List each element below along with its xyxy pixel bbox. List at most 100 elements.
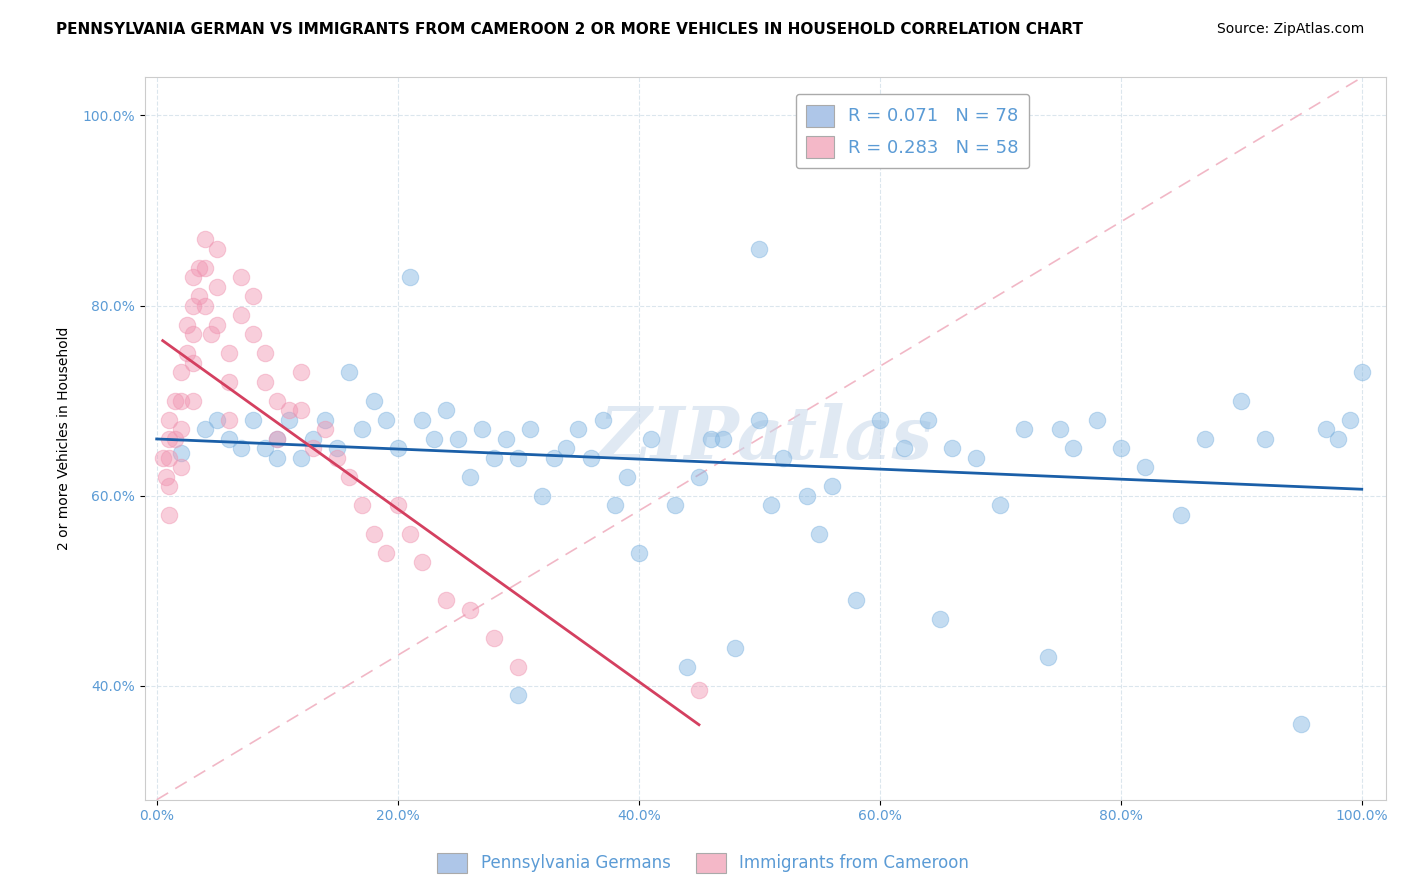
Point (350, 498, 373, 512)
Point (616, 469, 638, 483)
Point (181, 326, 204, 341)
Point (326, 450, 349, 465)
Point (350, 422, 373, 436)
Point (205, 242, 228, 256)
Point (411, 555, 433, 569)
Point (290, 450, 312, 465)
Point (157, 479, 180, 493)
Point (724, 640, 747, 655)
Point (290, 403, 312, 417)
Point (218, 432, 240, 446)
Point (1014, 422, 1036, 436)
Point (531, 489, 554, 503)
Point (339, 469, 361, 483)
Point (194, 422, 217, 436)
Point (917, 412, 939, 426)
Point (181, 393, 204, 408)
Point (278, 412, 301, 426)
Point (170, 460, 193, 475)
Point (205, 279, 228, 293)
Point (627, 546, 650, 560)
Point (242, 326, 264, 341)
Point (482, 450, 505, 465)
Point (458, 602, 481, 616)
Point (254, 441, 277, 455)
Point (218, 412, 240, 426)
Point (163, 393, 186, 408)
Point (555, 441, 578, 455)
Point (339, 365, 361, 379)
Point (218, 375, 240, 389)
Point (229, 270, 252, 285)
Point (471, 422, 494, 436)
Point (808, 526, 831, 541)
Point (1170, 508, 1192, 522)
Point (434, 593, 457, 607)
Point (1085, 412, 1108, 426)
Point (242, 412, 264, 426)
Point (170, 393, 193, 408)
Point (1254, 432, 1277, 446)
Point (761, 498, 783, 512)
Point (157, 412, 180, 426)
Text: Source: ZipAtlas.com: Source: ZipAtlas.com (1216, 22, 1364, 37)
Point (1339, 412, 1361, 426)
Point (1351, 365, 1374, 379)
Point (266, 432, 288, 446)
Point (152, 450, 174, 465)
Point (205, 318, 228, 332)
Point (1133, 460, 1156, 475)
Point (519, 422, 541, 436)
Point (290, 365, 312, 379)
Legend: R = 0.071   N = 78, R = 0.283   N = 58: R = 0.071 N = 78, R = 0.283 N = 58 (796, 94, 1029, 169)
Point (254, 346, 277, 360)
Point (796, 489, 818, 503)
Point (398, 270, 420, 285)
Point (194, 232, 217, 246)
Point (1049, 422, 1071, 436)
Point (200, 326, 222, 341)
Point (302, 432, 325, 446)
Point (326, 441, 349, 455)
Point (314, 412, 336, 426)
Point (603, 498, 626, 512)
Point (893, 441, 915, 455)
Point (543, 450, 565, 465)
Y-axis label: 2 or more Vehicles in Household: 2 or more Vehicles in Household (58, 326, 72, 550)
Point (266, 450, 288, 465)
Point (711, 432, 734, 446)
Point (579, 450, 602, 465)
Point (170, 365, 193, 379)
Point (170, 422, 193, 436)
Point (363, 393, 385, 408)
Point (387, 498, 409, 512)
Point (181, 299, 204, 313)
Point (411, 412, 433, 426)
Point (1109, 441, 1132, 455)
Point (1038, 650, 1060, 665)
Point (205, 412, 228, 426)
Point (845, 593, 868, 607)
Point (266, 432, 288, 446)
Point (1194, 432, 1216, 446)
Point (664, 498, 686, 512)
Point (374, 546, 396, 560)
Point (170, 446, 193, 460)
Point (314, 422, 336, 436)
Point (688, 683, 710, 698)
Point (688, 469, 710, 483)
Point (157, 450, 180, 465)
Point (242, 289, 264, 303)
Point (1291, 716, 1313, 731)
Point (302, 441, 325, 455)
Point (181, 355, 204, 369)
Point (194, 260, 217, 275)
Point (508, 450, 530, 465)
Point (676, 659, 699, 673)
Point (567, 422, 589, 436)
Point (495, 432, 517, 446)
Legend: Pennsylvania Germans, Immigrants from Cameroon: Pennsylvania Germans, Immigrants from Ca… (430, 847, 976, 880)
Point (163, 432, 186, 446)
Point (508, 688, 530, 702)
Point (1315, 422, 1337, 436)
